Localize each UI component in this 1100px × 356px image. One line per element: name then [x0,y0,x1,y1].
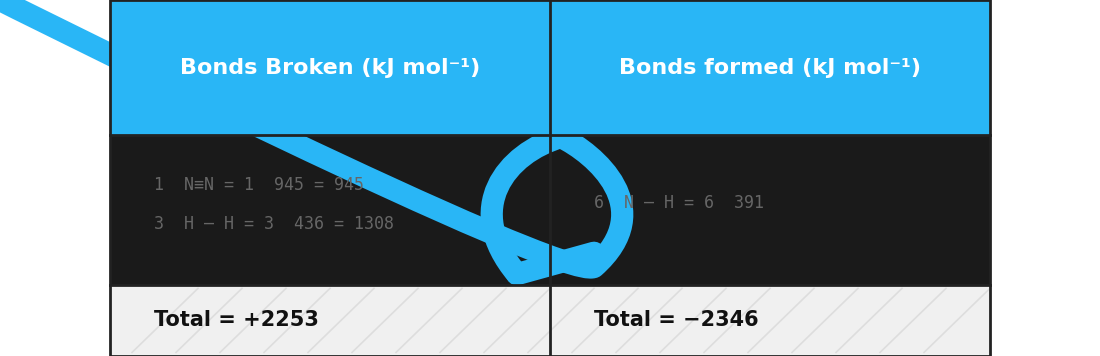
Text: 6  N – H = 6  391: 6 N – H = 6 391 [594,194,764,212]
Bar [110,135,550,285]
Text: Total = +2253: Total = +2253 [154,310,319,330]
Bar [550,135,990,285]
Text: 1  N≡N = 1  945 = 945: 1 N≡N = 1 945 = 945 [154,176,364,194]
Bar [110,0,550,135]
Bar [550,0,990,135]
Text: Bonds formed (kJ mol⁻¹): Bonds formed (kJ mol⁻¹) [619,58,921,78]
Text: Total = −2346: Total = −2346 [594,310,759,330]
Text: Bonds Broken (kJ mol⁻¹): Bonds Broken (kJ mol⁻¹) [180,58,480,78]
Bar [550,285,990,356]
Bar [110,0,990,356]
Bar [110,285,550,356]
Text: 3  H – H = 3  436 = 1308: 3 H – H = 3 436 = 1308 [154,215,394,233]
